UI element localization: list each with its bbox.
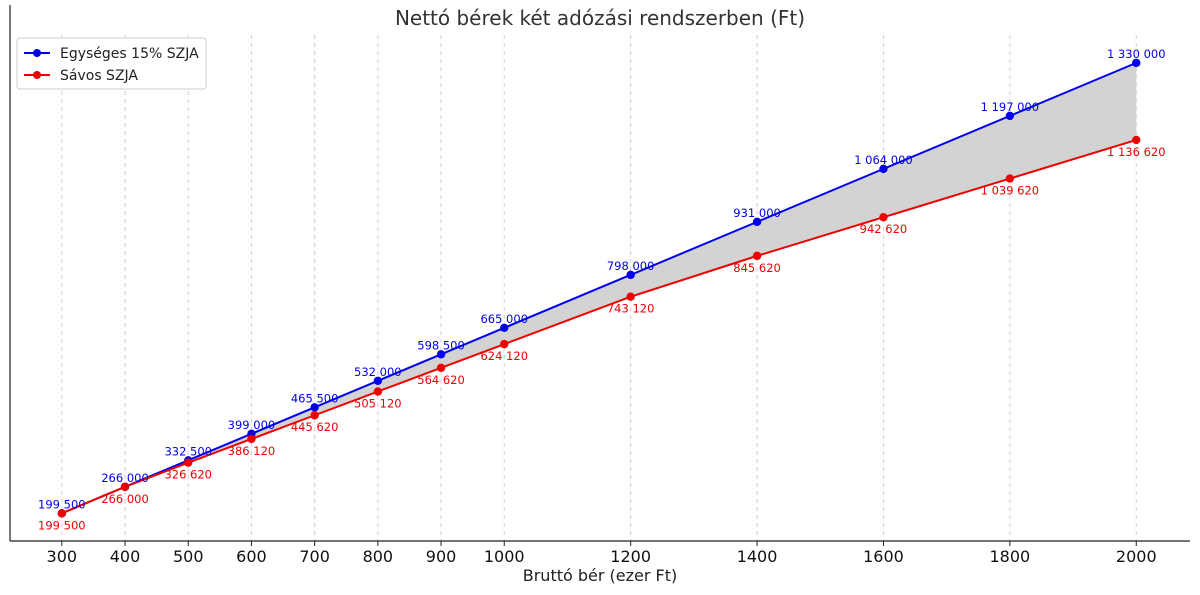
data-label-flat: 532 000	[354, 365, 402, 379]
x-tick-label: 400	[110, 547, 141, 566]
x-tick-label: 1800	[990, 547, 1031, 566]
chart-title: Nettó bérek két adózási rendszerben (Ft)	[395, 6, 805, 30]
x-tick-label: 600	[236, 547, 267, 566]
data-label-flat: 1 064 000	[854, 153, 913, 167]
data-label-banded: 845 620	[733, 261, 781, 275]
data-label-flat: 199 500	[38, 497, 86, 511]
x-tick-label: 900	[426, 547, 457, 566]
x-tick-label: 300	[47, 547, 78, 566]
point-banded	[500, 339, 509, 349]
point-flat	[310, 403, 319, 412]
point-flat	[752, 217, 762, 227]
legend: Egységes 15% SZJA Sávos SZJA	[16, 37, 207, 90]
x-tick-label: 500	[173, 547, 204, 566]
data-label-flat: 332 500	[164, 444, 212, 458]
x-tick-label: 1200	[610, 547, 651, 566]
x-tick-label: 1000	[484, 547, 525, 566]
point-flat	[500, 323, 509, 333]
legend-box	[16, 37, 207, 90]
data-label-banded: 386 120	[228, 444, 276, 458]
data-label-banded: 505 120	[354, 397, 402, 411]
point-flat	[879, 164, 888, 174]
point-banded	[1132, 135, 1141, 145]
point-banded	[184, 458, 193, 467]
x-tick-label: 800	[363, 547, 394, 566]
data-label-flat: 266 000	[101, 471, 149, 485]
series-line-flat	[61, 61, 1137, 515]
data-label-banded: 1 039 620	[981, 184, 1040, 198]
point-banded	[57, 509, 67, 518]
legend-marker-banded	[33, 71, 41, 79]
x-tick-label: 2000	[1116, 547, 1157, 566]
series-layer	[57, 58, 1141, 518]
point-flat	[373, 376, 383, 386]
legend-label-banded: Sávos SZJA	[60, 68, 138, 84]
data-label-banded: 743 120	[607, 302, 655, 316]
point-flat	[436, 350, 446, 359]
data-label-banded: 624 120	[480, 349, 528, 363]
legend-item-banded: Sávos SZJA	[24, 68, 138, 84]
data-labels: 199 500 266 000 332 500 399 000 465 500 532 0…	[38, 47, 1165, 532]
point-banded	[120, 482, 130, 492]
legend-item-flat: Egységes 15% SZJA	[24, 46, 199, 62]
data-label-flat: 1 197 000	[981, 100, 1040, 114]
data-label-flat: 798 000	[607, 259, 655, 273]
x-tick-label: 1400	[737, 547, 778, 566]
data-label-flat: 931 000	[733, 206, 781, 220]
point-flat	[626, 270, 635, 280]
x-ticks: 300 400 500 600 700 800 900 1000 1200 1400 1600 180…	[47, 541, 1157, 566]
point-banded	[247, 434, 256, 444]
point-banded	[1005, 174, 1015, 183]
point-banded	[436, 363, 446, 373]
data-label-flat: 1 330 000	[1107, 47, 1166, 61]
point-banded	[373, 387, 383, 396]
point-banded	[310, 411, 319, 420]
point-flat	[1005, 111, 1015, 121]
data-label-flat: 665 000	[480, 312, 528, 326]
data-label-flat: 598 500	[417, 338, 465, 352]
data-label-banded: 266 000	[101, 492, 149, 506]
x-tick-label: 1600	[863, 547, 904, 566]
point-flat	[1132, 58, 1141, 68]
data-label-banded: 942 620	[860, 222, 908, 236]
data-label-banded: 445 620	[291, 420, 339, 434]
legend-label-flat: Egységes 15% SZJA	[60, 46, 199, 62]
series-line-banded	[61, 138, 1137, 515]
point-banded	[879, 213, 888, 222]
data-label-flat: 465 500	[291, 391, 339, 405]
point-banded	[752, 251, 762, 261]
data-label-flat: 399 000	[228, 418, 276, 432]
x-tick-label: 700	[299, 547, 330, 566]
x-axis-label: Bruttó bér (ezer Ft)	[523, 566, 678, 585]
data-label-banded: 1 136 620	[1107, 145, 1166, 159]
legend-marker-flat	[33, 49, 41, 57]
point-banded	[626, 292, 635, 301]
data-label-banded: 564 620	[417, 373, 465, 387]
data-label-banded: 326 620	[164, 468, 212, 482]
data-label-banded: 199 500	[38, 518, 86, 532]
